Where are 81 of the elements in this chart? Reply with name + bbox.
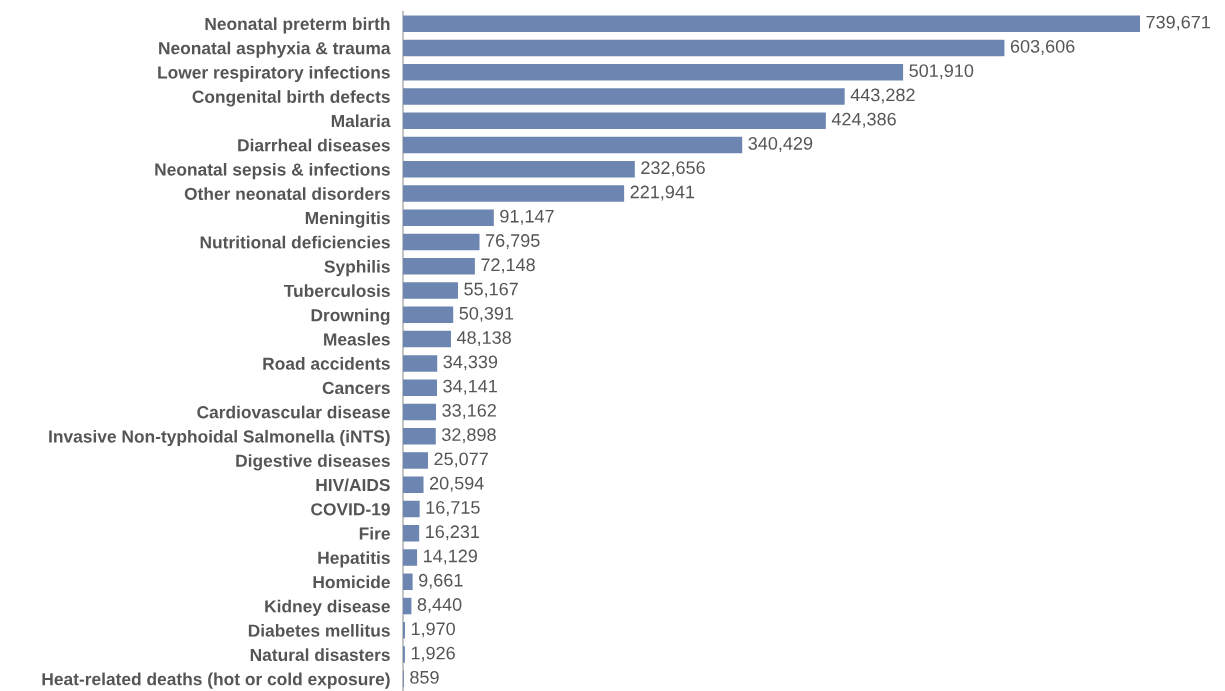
data-label: 1,970 (411, 622, 455, 638)
y-tick-label: Neonatal asphyxia & trauma (159, 41, 391, 58)
data-label: 232,656 (641, 161, 705, 177)
data-label: 25,077 (434, 452, 488, 468)
y-tick-label: Neonatal preterm birth (205, 17, 390, 34)
bar (403, 63, 904, 81)
y-tick-label: Fire (359, 526, 390, 540)
bar (403, 258, 475, 275)
data-label: 34,141 (443, 379, 497, 395)
y-tick-label: Cardiovascular disease (197, 405, 390, 419)
bar (403, 379, 438, 396)
bar (403, 15, 1140, 32)
data-label: 32,898 (442, 428, 496, 444)
y-tick-label: Diarrheal diseases (238, 138, 390, 152)
data-label: 443,282 (850, 88, 915, 104)
bar (403, 597, 412, 615)
y-tick-label: Diabetes mellitus (248, 624, 390, 637)
data-label: 72,148 (481, 258, 535, 274)
data-label: 739,671 (1146, 15, 1210, 31)
bar (403, 427, 436, 445)
bar (403, 160, 635, 178)
bar (403, 88, 845, 105)
bar (403, 500, 420, 518)
bar (403, 549, 418, 566)
y-tick-label: Other neonatal disorders (184, 187, 390, 200)
y-tick-label: Nutritional deficiencies (200, 235, 390, 249)
data-label: 424,386 (831, 112, 896, 128)
data-label: 859 (410, 670, 439, 684)
y-tick-label: Natural disasters (250, 648, 390, 662)
bar (403, 185, 625, 202)
y-tick-label: Tuberculosis (283, 284, 390, 298)
y-tick-label: Malaria (331, 114, 391, 128)
bar (403, 282, 458, 299)
y-tick-label: Congenital birth defects (192, 90, 390, 107)
y-tick-label: Digestive diseases (236, 454, 390, 471)
data-label: 340,429 (748, 137, 813, 152)
bar (403, 233, 480, 251)
y-tick-label: Syphilis (324, 260, 390, 277)
y-tick-label: HIV/AIDS (316, 478, 390, 492)
data-label: 55,167 (464, 282, 518, 298)
y-tick-label: Homicide (313, 575, 390, 589)
data-label: 91,147 (500, 209, 554, 225)
y-tick-label: Lower respiratory infections (158, 65, 390, 83)
data-label: 501,910 (909, 64, 974, 80)
y-tick-label: Kidney disease (265, 599, 390, 616)
bar (403, 306, 454, 324)
data-label: 16,715 (426, 501, 480, 516)
y-tick-label: Meningitis (305, 211, 390, 228)
data-label: 16,231 (426, 525, 480, 541)
data-label: 50,391 (459, 306, 514, 322)
y-tick-label: Road accidents (263, 357, 390, 370)
bar (403, 209, 494, 227)
y-tick-label: COVID-19 (311, 503, 390, 516)
y-tick-label: Cancers (322, 381, 390, 395)
data-label: 603,606 (1010, 39, 1075, 55)
bar (403, 112, 826, 129)
data-label: 20,594 (429, 476, 484, 492)
bar (403, 330, 451, 348)
data-label: 9,661 (419, 573, 463, 589)
bar (403, 476, 424, 493)
data-label: 1,926 (411, 646, 455, 662)
bar (403, 573, 413, 591)
bar (403, 39, 1005, 57)
data-label: 76,795 (486, 234, 540, 250)
data-label: 48,138 (456, 331, 511, 347)
y-tick-label: Heat-related deaths (hot or cold exposure) (42, 672, 390, 689)
bar (403, 355, 438, 372)
y-tick-label: Neonatal sepsis & infections (155, 162, 390, 180)
bar (403, 136, 743, 154)
data-label: 221,941 (630, 185, 695, 201)
y-tick-label: Invasive Non-typhoidal Salmonella (iNTS) (49, 429, 390, 447)
y-tick-label: Measles (324, 332, 390, 346)
y-tick-label: Hepatitis (318, 551, 390, 568)
bar (403, 525, 420, 542)
data-label: 33,162 (442, 403, 496, 419)
bar (403, 452, 428, 469)
data-label: 34,339 (443, 355, 498, 371)
data-label: 8,440 (417, 598, 462, 614)
y-tick-label: Drowning (311, 308, 390, 325)
data-label: 14,129 (424, 549, 477, 565)
bar (403, 403, 437, 421)
